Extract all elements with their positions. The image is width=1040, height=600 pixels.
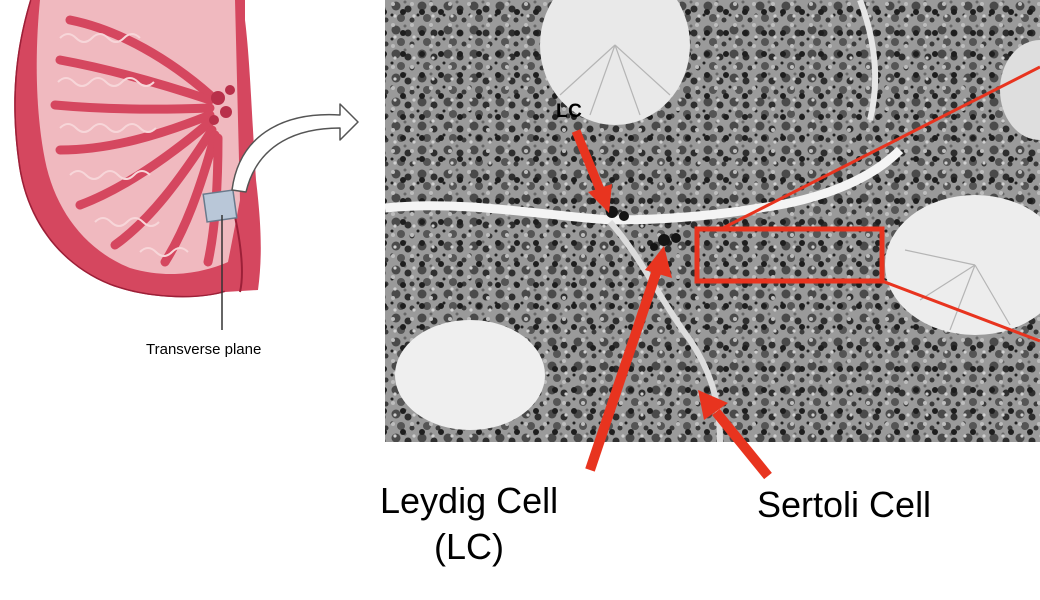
testis-illustration bbox=[14, 0, 261, 298]
transverse-plane-label: Transverse plane bbox=[146, 341, 262, 358]
zoom-line-top bbox=[720, 65, 1040, 231]
leydig-label-line2: (LC) bbox=[434, 526, 505, 567]
highlight-box bbox=[694, 226, 885, 284]
leydig-label-line1: Leydig Cell bbox=[380, 480, 559, 521]
curved-pointer-arrow bbox=[231, 103, 359, 193]
leydig-cell-label: Leydig Cell (LC) bbox=[380, 478, 558, 570]
lc-tag-label: LC bbox=[556, 101, 583, 122]
sample-square bbox=[202, 189, 238, 223]
zoom-line-bottom bbox=[881, 279, 1040, 343]
micrograph bbox=[385, 0, 1040, 442]
sertoli-cell-label: Sertoli Cell bbox=[757, 484, 932, 525]
sertoli-arrow bbox=[698, 390, 772, 480]
lc-arrow bbox=[571, 129, 612, 213]
leydig-arrow bbox=[585, 246, 672, 472]
